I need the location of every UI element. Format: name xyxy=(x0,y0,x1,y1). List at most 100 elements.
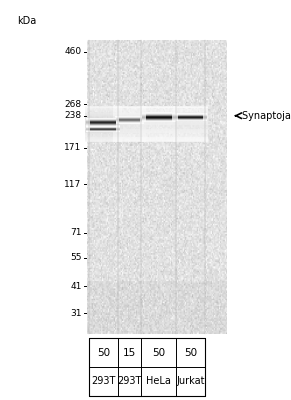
Bar xyxy=(86,121,120,122)
Bar xyxy=(85,123,122,124)
Bar xyxy=(178,117,203,118)
Bar xyxy=(140,106,177,108)
Bar xyxy=(146,116,172,117)
Bar xyxy=(85,122,122,124)
Bar xyxy=(173,107,208,108)
Bar xyxy=(146,115,172,116)
Bar xyxy=(142,115,176,116)
Bar xyxy=(113,132,146,134)
Bar xyxy=(85,132,122,134)
Bar xyxy=(175,120,207,121)
Bar xyxy=(86,129,120,130)
Bar xyxy=(140,125,177,126)
Bar xyxy=(90,118,116,119)
Bar xyxy=(85,139,122,140)
Bar xyxy=(85,141,122,142)
Bar xyxy=(140,141,177,142)
Bar xyxy=(113,134,146,135)
Bar xyxy=(86,128,120,129)
Bar xyxy=(119,123,141,124)
Bar xyxy=(115,117,144,118)
Bar xyxy=(178,119,203,120)
Bar xyxy=(119,119,141,120)
Bar xyxy=(86,124,120,125)
Bar xyxy=(86,126,120,127)
Bar xyxy=(175,117,207,118)
Bar xyxy=(175,114,207,115)
Bar xyxy=(115,117,144,118)
Bar xyxy=(86,120,120,121)
Bar xyxy=(173,120,208,121)
Bar xyxy=(178,116,203,117)
Bar xyxy=(115,118,144,119)
Bar xyxy=(146,115,172,116)
Bar xyxy=(90,126,116,127)
Bar xyxy=(173,114,208,115)
Bar xyxy=(119,119,141,120)
Bar xyxy=(142,115,176,116)
Bar xyxy=(142,117,176,118)
Bar xyxy=(90,126,116,127)
Bar xyxy=(178,116,203,117)
Bar xyxy=(90,123,116,124)
Bar xyxy=(173,134,208,135)
Bar xyxy=(113,130,146,132)
Text: 117: 117 xyxy=(64,180,81,189)
Bar xyxy=(140,115,177,116)
Bar xyxy=(146,117,172,118)
Bar xyxy=(90,126,116,127)
Bar xyxy=(113,114,146,115)
Bar xyxy=(113,131,146,132)
Bar xyxy=(173,133,208,134)
Bar xyxy=(142,119,176,120)
Text: 15: 15 xyxy=(123,348,136,358)
Bar xyxy=(90,120,116,121)
Bar xyxy=(86,121,120,122)
Bar xyxy=(146,118,172,119)
Bar xyxy=(173,126,208,127)
Bar xyxy=(175,119,207,120)
Bar xyxy=(142,113,176,114)
Bar xyxy=(85,136,122,138)
Bar xyxy=(175,116,207,117)
Bar xyxy=(115,121,144,122)
Bar xyxy=(140,134,177,135)
Bar xyxy=(90,131,116,132)
Bar xyxy=(140,131,177,132)
Bar xyxy=(140,110,177,111)
Bar xyxy=(175,118,207,119)
Bar xyxy=(142,117,176,118)
Bar xyxy=(86,125,120,126)
Bar xyxy=(113,122,146,124)
Bar xyxy=(86,128,120,129)
Bar xyxy=(90,122,116,123)
Bar xyxy=(142,114,176,115)
Bar xyxy=(90,123,116,124)
Bar xyxy=(146,121,172,122)
Bar xyxy=(90,130,116,131)
Bar xyxy=(173,141,208,142)
Bar xyxy=(90,129,116,130)
Bar xyxy=(119,119,141,120)
Bar xyxy=(113,140,146,142)
Bar xyxy=(146,120,172,121)
Bar xyxy=(113,123,146,124)
Bar xyxy=(140,138,177,139)
Bar xyxy=(119,117,141,118)
Bar xyxy=(175,119,207,120)
Bar xyxy=(142,121,176,122)
Bar xyxy=(85,114,122,116)
Bar xyxy=(119,120,141,121)
Bar xyxy=(86,118,120,119)
Bar xyxy=(178,118,203,119)
Bar xyxy=(178,120,203,121)
Bar xyxy=(173,136,208,137)
Bar xyxy=(90,125,116,126)
Bar xyxy=(86,127,120,128)
Bar xyxy=(178,116,203,117)
Bar xyxy=(140,128,177,130)
Bar xyxy=(175,117,207,118)
Bar xyxy=(90,127,116,128)
Bar xyxy=(85,138,122,139)
Bar xyxy=(140,120,177,122)
